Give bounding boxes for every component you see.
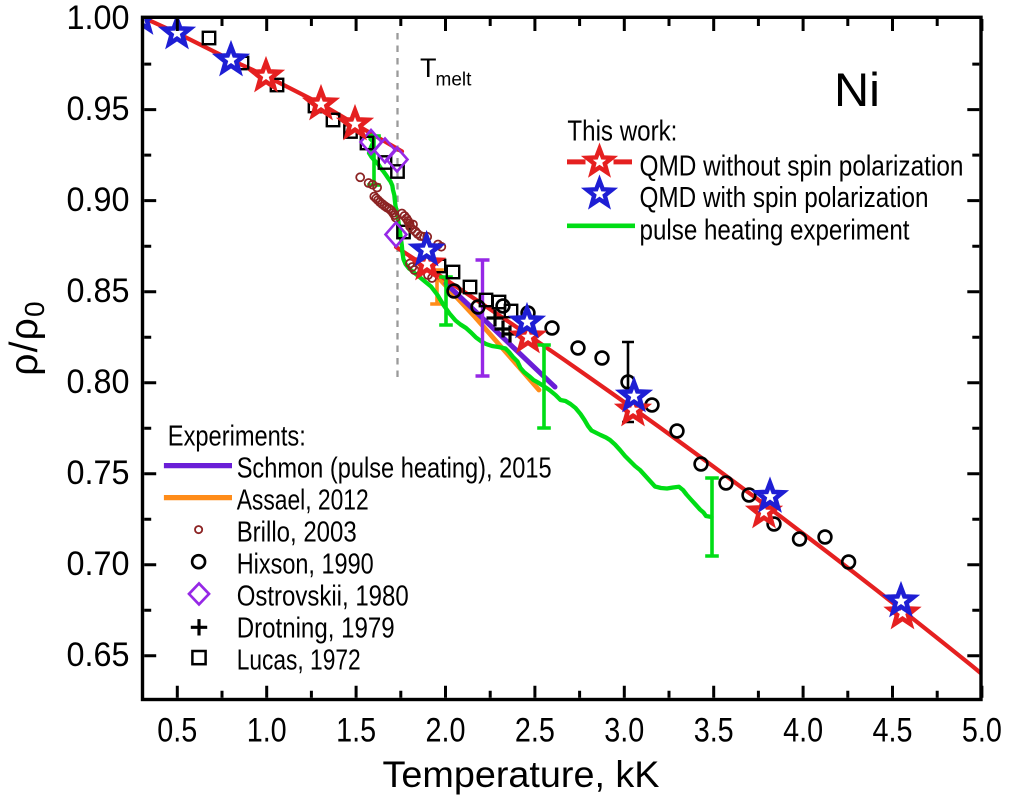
svg-text:0.5: 0.5 [157,712,197,750]
svg-text:QMD without spin polarization: QMD without spin polarization [640,150,964,182]
svg-text:Assael, 2012: Assael, 2012 [237,484,369,516]
svg-text:3.0: 3.0 [604,712,644,750]
svg-text:Schmon (pulse heating), 2015: Schmon (pulse heating), 2015 [237,452,552,484]
svg-text:0.95: 0.95 [67,90,130,128]
svg-text:1.00: 1.00 [67,0,130,37]
svg-text:QMD with spin polarization: QMD with spin polarization [640,182,929,214]
svg-text:Hixson, 1990: Hixson, 1990 [237,548,374,580]
svg-text:2.0: 2.0 [426,712,466,750]
svg-text:2.5: 2.5 [515,712,555,750]
svg-text:This work:: This work: [567,116,677,148]
svg-text:4.5: 4.5 [873,712,913,750]
svg-text:Drotning, 1979: Drotning, 1979 [237,612,395,644]
svg-text:Experiments:: Experiments: [168,420,306,452]
svg-text:Ostrovskii, 1980: Ostrovskii, 1980 [237,580,409,612]
svg-text:0.90: 0.90 [67,181,130,219]
svg-text:1.0: 1.0 [247,712,287,750]
svg-text:1.5: 1.5 [336,712,376,750]
svg-text:0.85: 0.85 [67,272,130,310]
svg-text:0.65: 0.65 [67,636,130,674]
svg-text:Lucas, 1972: Lucas, 1972 [237,644,361,676]
svg-text:T: T [420,53,437,83]
svg-text:Brillo, 2003: Brillo, 2003 [237,516,357,548]
svg-text:0.75: 0.75 [67,454,130,492]
svg-text:0.80: 0.80 [67,363,130,401]
svg-text:melt: melt [436,70,473,91]
svg-text:4.0: 4.0 [783,712,823,750]
svg-text:0.70: 0.70 [67,545,130,583]
svg-text:Ni: Ni [834,63,880,116]
svg-text:3.5: 3.5 [694,712,734,750]
svg-text:Temperature, kK: Temperature, kK [383,754,660,795]
svg-text:pulse heating experiment: pulse heating experiment [640,214,910,246]
svg-text:5.0: 5.0 [962,712,1002,750]
